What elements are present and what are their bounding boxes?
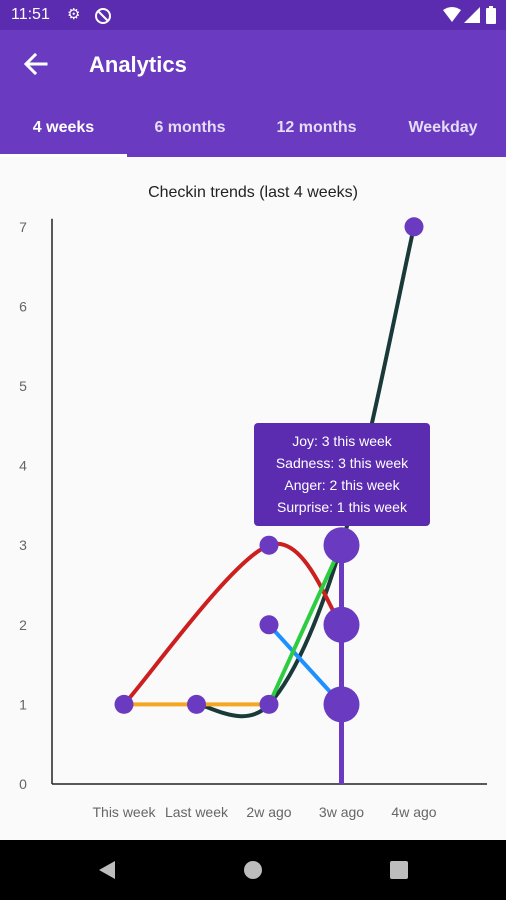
tab-weekday[interactable]: Weekday	[408, 119, 478, 136]
y-tick-label: 6	[19, 298, 27, 314]
y-tick-label: 0	[19, 776, 27, 792]
tooltip-line-anger: Anger: 2 this week	[284, 477, 400, 493]
trend-chart[interactable]: 0 1 2 3 4 5 6 7 This week Last week 2w ago 3w ago 4…	[0, 160, 506, 840]
app-bar: Analytics 4 weeks 6 months 12 months Wee…	[0, 30, 506, 157]
tooltip-line-sadness: Sadness: 3 this week	[275, 455, 409, 471]
page-title: Analytics	[89, 52, 187, 77]
y-tick-label: 3	[19, 537, 27, 553]
x-tick-label: 2w ago	[246, 804, 291, 820]
recents-square-icon[interactable]	[390, 861, 408, 879]
data-point[interactable]	[259, 615, 279, 635]
chart-title: Checkin trends (last 4 weeks)	[148, 184, 358, 201]
sync-off-icon	[95, 8, 111, 24]
system-nav-bar	[0, 840, 506, 900]
status-time: 11:51	[11, 6, 50, 23]
back-triangle-icon[interactable]	[97, 860, 117, 880]
tab-indicator	[0, 154, 127, 157]
signal-icon	[464, 7, 480, 23]
home-circle-icon[interactable]	[243, 860, 263, 880]
data-point[interactable]	[114, 694, 134, 714]
data-tooltip: Joy: 3 this week Sadness: 3 this week An…	[254, 423, 430, 526]
tab-4-weeks[interactable]: 4 weeks	[32, 119, 95, 136]
x-axis-labels: This week Last week 2w ago 3w ago 4w ago	[92, 804, 436, 820]
battery-icon	[486, 6, 496, 24]
y-tick-label: 7	[19, 219, 27, 235]
data-point[interactable]	[323, 606, 360, 643]
x-tick-label: 4w ago	[391, 804, 436, 820]
data-point[interactable]	[187, 694, 206, 714]
status-bar: 11:51 ⚙	[0, 0, 506, 30]
x-tick-label: 3w ago	[319, 804, 364, 820]
series-line-0	[194, 224, 416, 719]
y-tick-label: 5	[19, 378, 27, 394]
tooltip-line-joy: Joy: 3 this week	[292, 433, 392, 449]
wifi-icon	[443, 7, 461, 22]
x-tick-label: Last week	[165, 804, 229, 820]
y-axis-labels: 0 1 2 3 4 5 6 7	[19, 219, 27, 792]
data-point[interactable]	[323, 527, 360, 564]
data-point[interactable]	[323, 686, 360, 723]
tab-bar: 4 weeks 6 months 12 months Weekday	[0, 110, 506, 157]
arrow-back-icon[interactable]	[22, 50, 50, 78]
tab-12-months[interactable]: 12 months	[276, 119, 357, 136]
chart-axes	[51, 218, 487, 785]
series-line-1	[122, 541, 344, 707]
x-tick-label: This week	[92, 804, 156, 820]
data-point[interactable]	[259, 535, 279, 555]
data-point[interactable]	[259, 694, 279, 714]
y-tick-label: 4	[19, 458, 27, 474]
gear-icon: ⚙	[67, 6, 81, 23]
tooltip-line-surprise: Surprise: 1 this week	[277, 499, 407, 515]
tab-6-months[interactable]: 6 months	[154, 119, 226, 136]
data-point[interactable]	[404, 217, 424, 237]
y-tick-label: 1	[19, 696, 27, 712]
y-tick-label: 2	[19, 617, 27, 633]
series-points[interactable]	[114, 217, 424, 723]
